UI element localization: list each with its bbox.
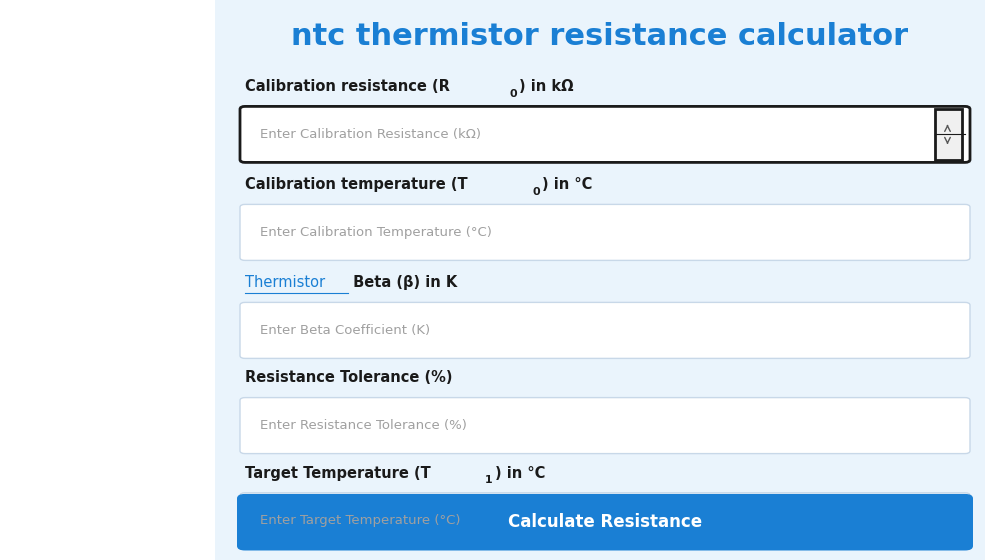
- Text: ) in °C: ) in °C: [495, 466, 545, 480]
- Text: Enter Beta Coefficient (K): Enter Beta Coefficient (K): [260, 324, 430, 337]
- FancyBboxPatch shape: [935, 109, 962, 160]
- Text: ) in °C: ) in °C: [542, 178, 592, 192]
- FancyBboxPatch shape: [240, 493, 970, 549]
- Text: Enter Calibration Temperature (°C): Enter Calibration Temperature (°C): [260, 226, 492, 239]
- Text: Enter Resistance Tolerance (%): Enter Resistance Tolerance (%): [260, 419, 467, 432]
- Text: Enter Calibration Resistance (kΩ): Enter Calibration Resistance (kΩ): [260, 128, 481, 141]
- Text: Beta (β) in K: Beta (β) in K: [348, 276, 458, 290]
- Text: ) in kΩ: ) in kΩ: [519, 80, 574, 94]
- Text: 0: 0: [532, 186, 540, 197]
- Text: Resistance Tolerance (%): Resistance Tolerance (%): [245, 371, 452, 385]
- Text: 1: 1: [485, 475, 492, 485]
- FancyBboxPatch shape: [215, 0, 985, 560]
- FancyBboxPatch shape: [237, 494, 973, 550]
- Text: Calculate Resistance: Calculate Resistance: [508, 513, 702, 531]
- Text: Thermistor: Thermistor: [245, 276, 325, 290]
- FancyBboxPatch shape: [240, 106, 970, 162]
- Text: Calibration resistance (R: Calibration resistance (R: [245, 80, 450, 94]
- Text: Target Temperature (T: Target Temperature (T: [245, 466, 431, 480]
- Text: 0: 0: [509, 88, 517, 99]
- Text: Enter Target Temperature (°C): Enter Target Temperature (°C): [260, 514, 460, 528]
- Text: ntc thermistor resistance calculator: ntc thermistor resistance calculator: [291, 22, 909, 51]
- FancyBboxPatch shape: [240, 302, 970, 358]
- Text: Calibration temperature (T: Calibration temperature (T: [245, 178, 468, 192]
- FancyBboxPatch shape: [240, 204, 970, 260]
- FancyBboxPatch shape: [240, 398, 970, 454]
